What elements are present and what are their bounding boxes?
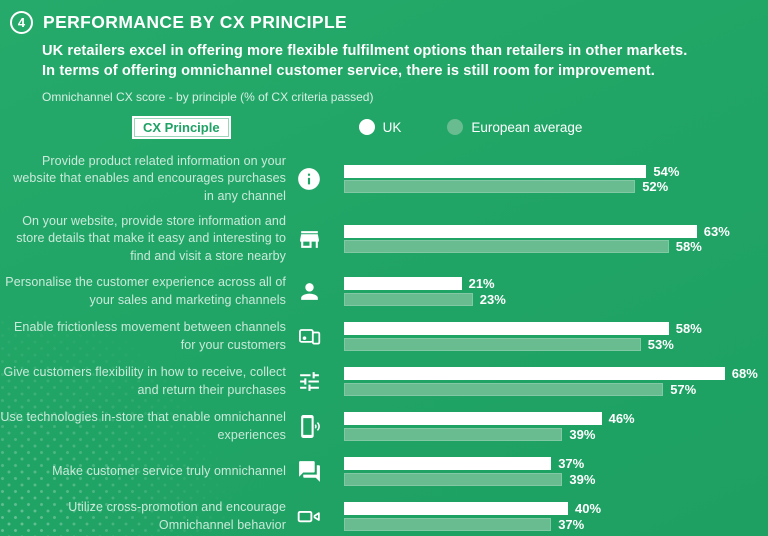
bar-group: 63% 58% [344,222,768,256]
uk-value-label: 68% [731,366,758,382]
chat-bubbles-icon [286,459,332,484]
uk-bar [344,322,669,336]
principle-label: On your website, provide store informati… [16,214,286,263]
european-average-bar [344,337,641,351]
european-average-legend-label: European average [471,119,583,135]
uk-bar-line: 37% [344,456,768,472]
european-average-value-label: 37% [558,516,585,532]
uk-bar [344,457,552,471]
uk-value-label: 63% [703,223,730,239]
legend-item-uk: UK [358,119,402,135]
european-average-value-label: 39% [569,471,596,487]
european-average-bar-line: 57% [344,381,768,397]
european-average-value-label: 23% [479,291,506,307]
uk-value-label: 21% [468,276,495,292]
bar-group: 68% 57% [344,365,768,399]
info-icon [286,166,332,192]
bar-chart: Provide product related information on y… [0,149,768,536]
devices-icon [286,324,332,349]
legend-item-european-average: European average [447,119,582,135]
european-average-bar [344,292,473,306]
chart-row: Give customers flexibility in how to rec… [0,359,768,404]
person-icon [286,279,332,304]
bar-group: 54% 52% [344,162,768,196]
tune-sliders-icon [286,369,332,394]
chart-caption: Omnichannel CX score - by principle (% o… [42,90,374,104]
uk-bar-line: 68% [344,366,768,382]
chart-row: Personalise the customer experience acro… [0,269,768,314]
uk-bar [344,367,725,381]
section-number-badge: 4 [10,11,33,34]
video-camera-icon [286,504,332,529]
european-average-legend-dot-icon [447,119,464,135]
uk-bar [344,164,647,178]
chart-row: On your website, provide store informati… [0,209,768,269]
european-average-value-label: 39% [569,426,596,442]
uk-bar-line: 40% [344,501,768,517]
uk-value-label: 58% [675,321,702,337]
european-average-value-label: 53% [647,336,674,352]
uk-bar [344,502,568,516]
european-average-bar-line: 23% [344,291,768,307]
principle-label: Give customers flexibility in how to rec… [3,365,286,397]
chart-row: Enable frictionless movement between cha… [0,314,768,359]
european-average-bar-line: 53% [344,336,768,352]
european-average-bar [344,240,669,254]
header: 4 PERFORMANCE BY CX PRINCIPLE [0,0,768,34]
uk-value-label: 37% [558,456,585,472]
uk-value-label: 46% [608,411,635,427]
uk-bar [344,224,697,238]
uk-value-label: 40% [575,501,602,517]
uk-bar-line: 58% [344,321,768,337]
european-average-bar-line: 52% [344,179,768,195]
phone-ring-icon [286,414,332,439]
uk-bar-line: 46% [344,411,768,427]
european-average-bar [344,382,664,396]
chart-row: Utilize cross-promotion and encourage Om… [0,494,768,536]
uk-value-label: 54% [653,163,680,179]
european-average-value-label: 58% [675,239,702,255]
intro-block: UK retailers excel in offering more flex… [42,41,768,104]
section-number: 4 [17,15,26,30]
principle-label: Enable frictionless movement between cha… [13,320,286,352]
european-average-bar-line: 58% [344,239,768,255]
uk-bar-line: 63% [344,223,768,239]
european-average-bar-line: 39% [344,471,768,487]
chart-row: Provide product related information on y… [0,149,768,209]
principle-label: Use technologies in-store that enable om… [0,410,286,442]
principle-label: Utilize cross-promotion and encourage Om… [68,500,286,532]
bar-group: 46% 39% [344,410,768,444]
bar-group: 37% 39% [344,455,768,489]
european-average-value-label: 57% [670,381,697,397]
uk-legend-dot-icon [358,119,375,135]
european-average-bar [344,427,563,441]
subtitle-line-2: In terms of offering omnichannel custome… [42,63,655,79]
page-title: PERFORMANCE BY CX PRINCIPLE [43,12,348,32]
european-average-value-label: 52% [642,179,669,195]
principle-label: Provide product related information on y… [13,154,286,203]
uk-legend-label: UK [382,119,402,135]
european-average-bar-line: 39% [344,426,768,442]
subtitle-line-1: UK retailers excel in offering more flex… [42,43,688,59]
principle-label: Make customer service truly omnichannel [52,463,286,478]
uk-bar [344,277,462,291]
european-average-bar [344,472,563,486]
bar-group: 58% 53% [344,320,768,354]
european-average-bar [344,180,636,194]
cx-principle-column-header: CX Principle [132,115,231,139]
storefront-icon [286,227,332,252]
legend-row: CX Principle UK European average [0,114,768,140]
uk-bar [344,412,602,426]
uk-bar-line: 54% [344,163,768,179]
chart-row: Make customer service truly omnichannel … [0,449,768,494]
uk-bar-line: 21% [344,276,768,292]
bar-group: 21% 23% [344,275,768,309]
principle-label: Personalise the customer experience acro… [5,275,286,307]
european-average-bar-line: 37% [344,516,768,532]
bar-group: 40% 37% [344,500,768,534]
chart-row: Use technologies in-store that enable om… [0,404,768,449]
european-average-bar [344,517,552,531]
